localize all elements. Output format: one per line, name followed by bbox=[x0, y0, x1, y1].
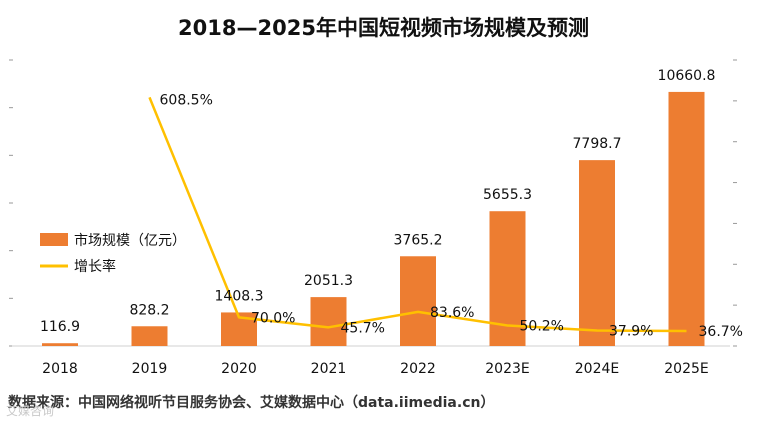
legend-label-line: 增长率 bbox=[74, 258, 116, 275]
x-tick-label: 2024E bbox=[575, 361, 619, 377]
bar-value-label: 10660.8 bbox=[658, 68, 716, 84]
growth-rate-label: 37.9% bbox=[609, 324, 653, 340]
growth-rate-line bbox=[148, 96, 687, 333]
growth-rate-label: 83.6% bbox=[430, 305, 474, 321]
growth-rate-label: 36.7% bbox=[699, 324, 743, 340]
left-axis-ticks bbox=[9, 59, 13, 347]
bar-value-label: 7798.7 bbox=[573, 136, 622, 152]
x-tick-label: 2018 bbox=[42, 361, 78, 377]
bar bbox=[400, 256, 436, 346]
bar-value-label: 828.2 bbox=[129, 302, 169, 318]
bar-value-label: 2051.3 bbox=[304, 273, 353, 289]
bar-value-label: 116.9 bbox=[40, 319, 80, 335]
bar-value-label: 3765.2 bbox=[394, 232, 443, 248]
bar-value-labels: 116.9 828.2 1408.3 2051.3 3765.2 5655.3 7798.7… bbox=[40, 68, 716, 335]
legend: 市场规模（亿元） 增长率 bbox=[40, 232, 186, 275]
legend-label-bar: 市场规模（亿元） bbox=[74, 232, 186, 249]
bar-series bbox=[42, 91, 705, 346]
x-tick-label: 2019 bbox=[132, 361, 168, 377]
x-tick-label: 2021 bbox=[311, 361, 347, 377]
x-tick-label: 2020 bbox=[221, 361, 257, 377]
growth-rate-series bbox=[148, 96, 687, 333]
bar-value-label: 5655.3 bbox=[483, 187, 532, 203]
growth-rate-labels: 608.5% 70.0% 45.7% 83.6% 50.2% 37.9% 36.7% bbox=[160, 92, 743, 340]
bar bbox=[310, 297, 347, 346]
x-tick-label: 2025E bbox=[664, 361, 708, 377]
legend-swatch-bar bbox=[40, 233, 68, 246]
bar bbox=[668, 91, 705, 346]
growth-rate-label: 70.0% bbox=[251, 310, 295, 326]
bar bbox=[42, 343, 78, 346]
x-tick-label: 2023E bbox=[485, 361, 529, 377]
growth-rate-label: 45.7% bbox=[341, 320, 385, 336]
x-axis-tick-labels: 2018 2019 2020 2021 2022 2023E 2024E 2025E bbox=[42, 361, 709, 377]
x-tick-label: 2022 bbox=[400, 361, 436, 377]
growth-rate-label: 50.2% bbox=[520, 318, 564, 334]
bar bbox=[579, 160, 615, 346]
bar bbox=[131, 326, 168, 346]
right-axis-ticks bbox=[733, 59, 737, 347]
chart-title: 2018—2025年中国短视频市场规模及预测 bbox=[178, 16, 589, 40]
watermark: 艾媒咨询 bbox=[6, 404, 55, 418]
bar-value-label: 1408.3 bbox=[215, 288, 264, 304]
growth-rate-label: 608.5% bbox=[160, 92, 213, 108]
source-note: 数据来源：中国网络视听节目服务协会、艾媒数据中心（data.iimedia.cn… bbox=[8, 395, 495, 411]
